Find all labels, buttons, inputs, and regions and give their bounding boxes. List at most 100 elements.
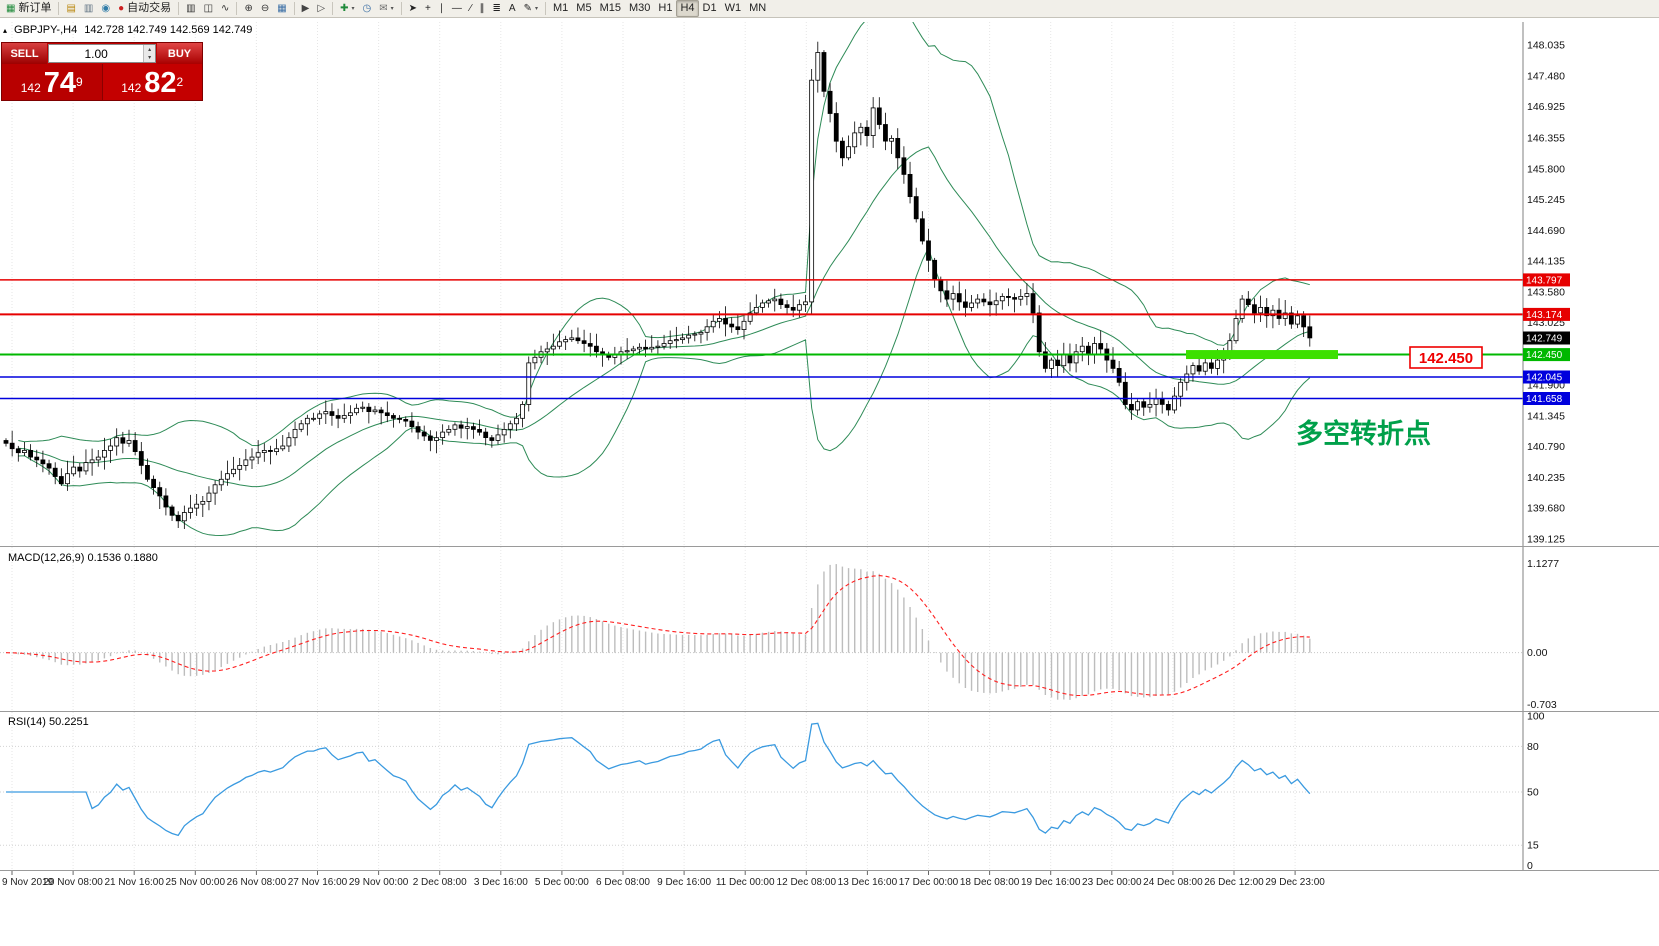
channel-button[interactable]: ∥ xyxy=(476,0,489,17)
bell-icon: ◉ xyxy=(101,2,111,14)
timeframe-d1-button[interactable]: D1 xyxy=(699,0,721,17)
timeframe-m1-button-label: M1 xyxy=(553,2,569,14)
timeframe-m1-button[interactable]: M1 xyxy=(549,0,572,17)
timeframe-m5-button[interactable]: M5 xyxy=(572,0,595,17)
candles xyxy=(3,41,1313,529)
svg-text:5 Dec 00:00: 5 Dec 00:00 xyxy=(535,877,589,888)
svg-text:100: 100 xyxy=(1527,711,1545,723)
svg-text:143.580: 143.580 xyxy=(1527,286,1565,298)
autotrade-icon: ● xyxy=(118,2,125,14)
new-chart-icon: ✚ xyxy=(340,2,349,14)
sell-price-pip: 9 xyxy=(76,75,83,89)
chevron-down-icon[interactable]: ▾ xyxy=(534,5,538,12)
auto-scroll-button[interactable]: ▶ xyxy=(298,0,314,17)
svg-text:142.450: 142.450 xyxy=(1526,350,1563,361)
vertical-gridlines xyxy=(11,22,1296,870)
svg-text:0.00: 0.00 xyxy=(1527,647,1548,659)
trendline-button[interactable]: ∕ xyxy=(466,0,476,17)
svg-text:9 Nov 2019: 9 Nov 2019 xyxy=(2,877,54,888)
timeframe-h1-button[interactable]: H1 xyxy=(654,0,676,17)
vertical-line-button[interactable]: ∣ xyxy=(435,0,448,17)
svg-text:148.035: 148.035 xyxy=(1527,40,1565,52)
timeframe-mn-button[interactable]: MN xyxy=(745,0,770,17)
crosshair-button[interactable]: + xyxy=(421,0,435,17)
price-tag-142.749: 142.749 xyxy=(1523,331,1570,345)
templates-button[interactable]: ✉ ▾ xyxy=(375,0,397,17)
cursor-icon: ➤ xyxy=(408,2,418,14)
volume-down-button[interactable]: ▾ xyxy=(148,55,152,62)
zoom-in-button[interactable]: ⊕ xyxy=(240,0,256,17)
period-button[interactable]: ◷ xyxy=(358,0,375,17)
svg-text:50: 50 xyxy=(1527,787,1539,799)
fibonacci-icon: ≣ xyxy=(492,2,501,14)
buy-button[interactable]: BUY xyxy=(157,43,202,64)
timeframe-w1-button[interactable]: W1 xyxy=(721,0,746,17)
svg-text:143.797: 143.797 xyxy=(1526,275,1563,286)
sell-price-prefix: 142 xyxy=(20,81,41,95)
new-chart-button[interactable]: ✚ ▾ xyxy=(336,0,358,17)
data-window-icon: ▥ xyxy=(83,2,94,14)
svg-text:0: 0 xyxy=(1527,860,1533,872)
timeframe-m30-button[interactable]: M30 xyxy=(625,0,654,17)
svg-text:141.658: 141.658 xyxy=(1526,394,1563,405)
svg-text:24 Dec 08:00: 24 Dec 08:00 xyxy=(1143,877,1203,888)
text-button[interactable]: A xyxy=(505,0,520,17)
fibonacci-button[interactable]: ≣ xyxy=(489,0,505,17)
price-tag-143.174: 143.174 xyxy=(1523,307,1570,321)
timeframe-h1-button-label: H1 xyxy=(658,2,673,14)
chart-canvas[interactable]: 142.450 多空转折点 148.035 147.480 146.925 146.355… xyxy=(0,18,1659,946)
chevron-down-icon[interactable]: ▾ xyxy=(351,5,355,12)
chart-expand-icon[interactable]: ▴ xyxy=(3,25,8,35)
line-chart-button[interactable]: ∿ xyxy=(217,0,233,17)
volume-up-button[interactable]: ▴ xyxy=(148,46,152,53)
chevron-down-icon[interactable]: ▾ xyxy=(390,5,394,12)
toolbar-separator xyxy=(400,2,402,15)
alerts-button[interactable]: ◉ xyxy=(97,0,114,17)
svg-text:140.235: 140.235 xyxy=(1527,472,1565,484)
svg-text:29 Dec 23:00: 29 Dec 23:00 xyxy=(1265,877,1325,888)
annotation-price-callout[interactable]: 142.450 xyxy=(1409,346,1483,369)
buy-price[interactable]: 142 82 2 xyxy=(101,64,202,100)
data-window-button[interactable]: ▥ xyxy=(80,0,97,17)
candlestick-chart-button[interactable]: ◫ xyxy=(200,0,217,17)
zoom-in-icon: ⊕ xyxy=(244,2,253,14)
arrows-button[interactable]: ✎ ▾ xyxy=(520,0,542,17)
bar-chart-button[interactable]: ▥ xyxy=(182,0,199,17)
volume-stepper: ▴ ▾ xyxy=(48,44,156,63)
autotrade-button[interactable]: ● 自动交易 xyxy=(114,0,175,17)
bollinger-upper-band xyxy=(18,22,1310,447)
new-order-button[interactable]: ▦ 新订单 xyxy=(2,0,55,17)
svg-text:13 Dec 16:00: 13 Dec 16:00 xyxy=(838,877,898,888)
buy-price-big: 82 xyxy=(144,67,177,100)
market-watch-button[interactable]: ▤ xyxy=(62,0,79,17)
sell-price[interactable]: 142 74 9 xyxy=(2,64,102,100)
shapes-icon: ✎ xyxy=(523,2,532,14)
svg-text:-0.703: -0.703 xyxy=(1527,699,1557,711)
svg-text:1.1277: 1.1277 xyxy=(1527,558,1559,570)
template-icon: ✉ xyxy=(379,2,388,14)
macd-axis-labels: 1.1277 0.00 -0.703 xyxy=(1527,558,1559,711)
sell-button[interactable]: SELL xyxy=(2,43,47,64)
svg-text:3 Dec 16:00: 3 Dec 16:00 xyxy=(474,877,528,888)
volume-input[interactable] xyxy=(49,45,144,62)
cursor-button[interactable]: ➤ xyxy=(405,0,421,17)
tile-windows-button[interactable]: ▦ xyxy=(273,0,290,17)
toolbar-separator xyxy=(58,2,60,15)
svg-text:143.174: 143.174 xyxy=(1526,310,1563,321)
chart-ohlc-values: 142.728 142.749 142.569 142.749 xyxy=(84,24,253,36)
zoom-out-button[interactable]: ⊖ xyxy=(257,0,273,17)
price-axis-labels: 148.035 147.480 146.925 146.355 145.800 145.2… xyxy=(1527,40,1565,546)
timeframe-m30-button-label: M30 xyxy=(628,2,651,14)
timeframe-m15-button[interactable]: M15 xyxy=(596,0,625,17)
chart-shift-button[interactable]: ▷ xyxy=(313,0,329,17)
chart-ohlc-title: ▴ GBPJPY-,H4 142.728 142.749 142.569 142… xyxy=(3,24,252,36)
svg-text:147.480: 147.480 xyxy=(1527,70,1565,82)
horizontal-line-button[interactable]: — xyxy=(448,0,466,17)
candlestick-icon: ◫ xyxy=(203,2,214,14)
support-highlight-bar[interactable] xyxy=(1186,350,1338,360)
timeframe-h4-button[interactable]: H4 xyxy=(676,0,699,17)
auto-scroll-icon: ▶ xyxy=(301,2,310,14)
annotation-turning-point-text[interactable]: 多空转折点 xyxy=(1296,418,1431,449)
